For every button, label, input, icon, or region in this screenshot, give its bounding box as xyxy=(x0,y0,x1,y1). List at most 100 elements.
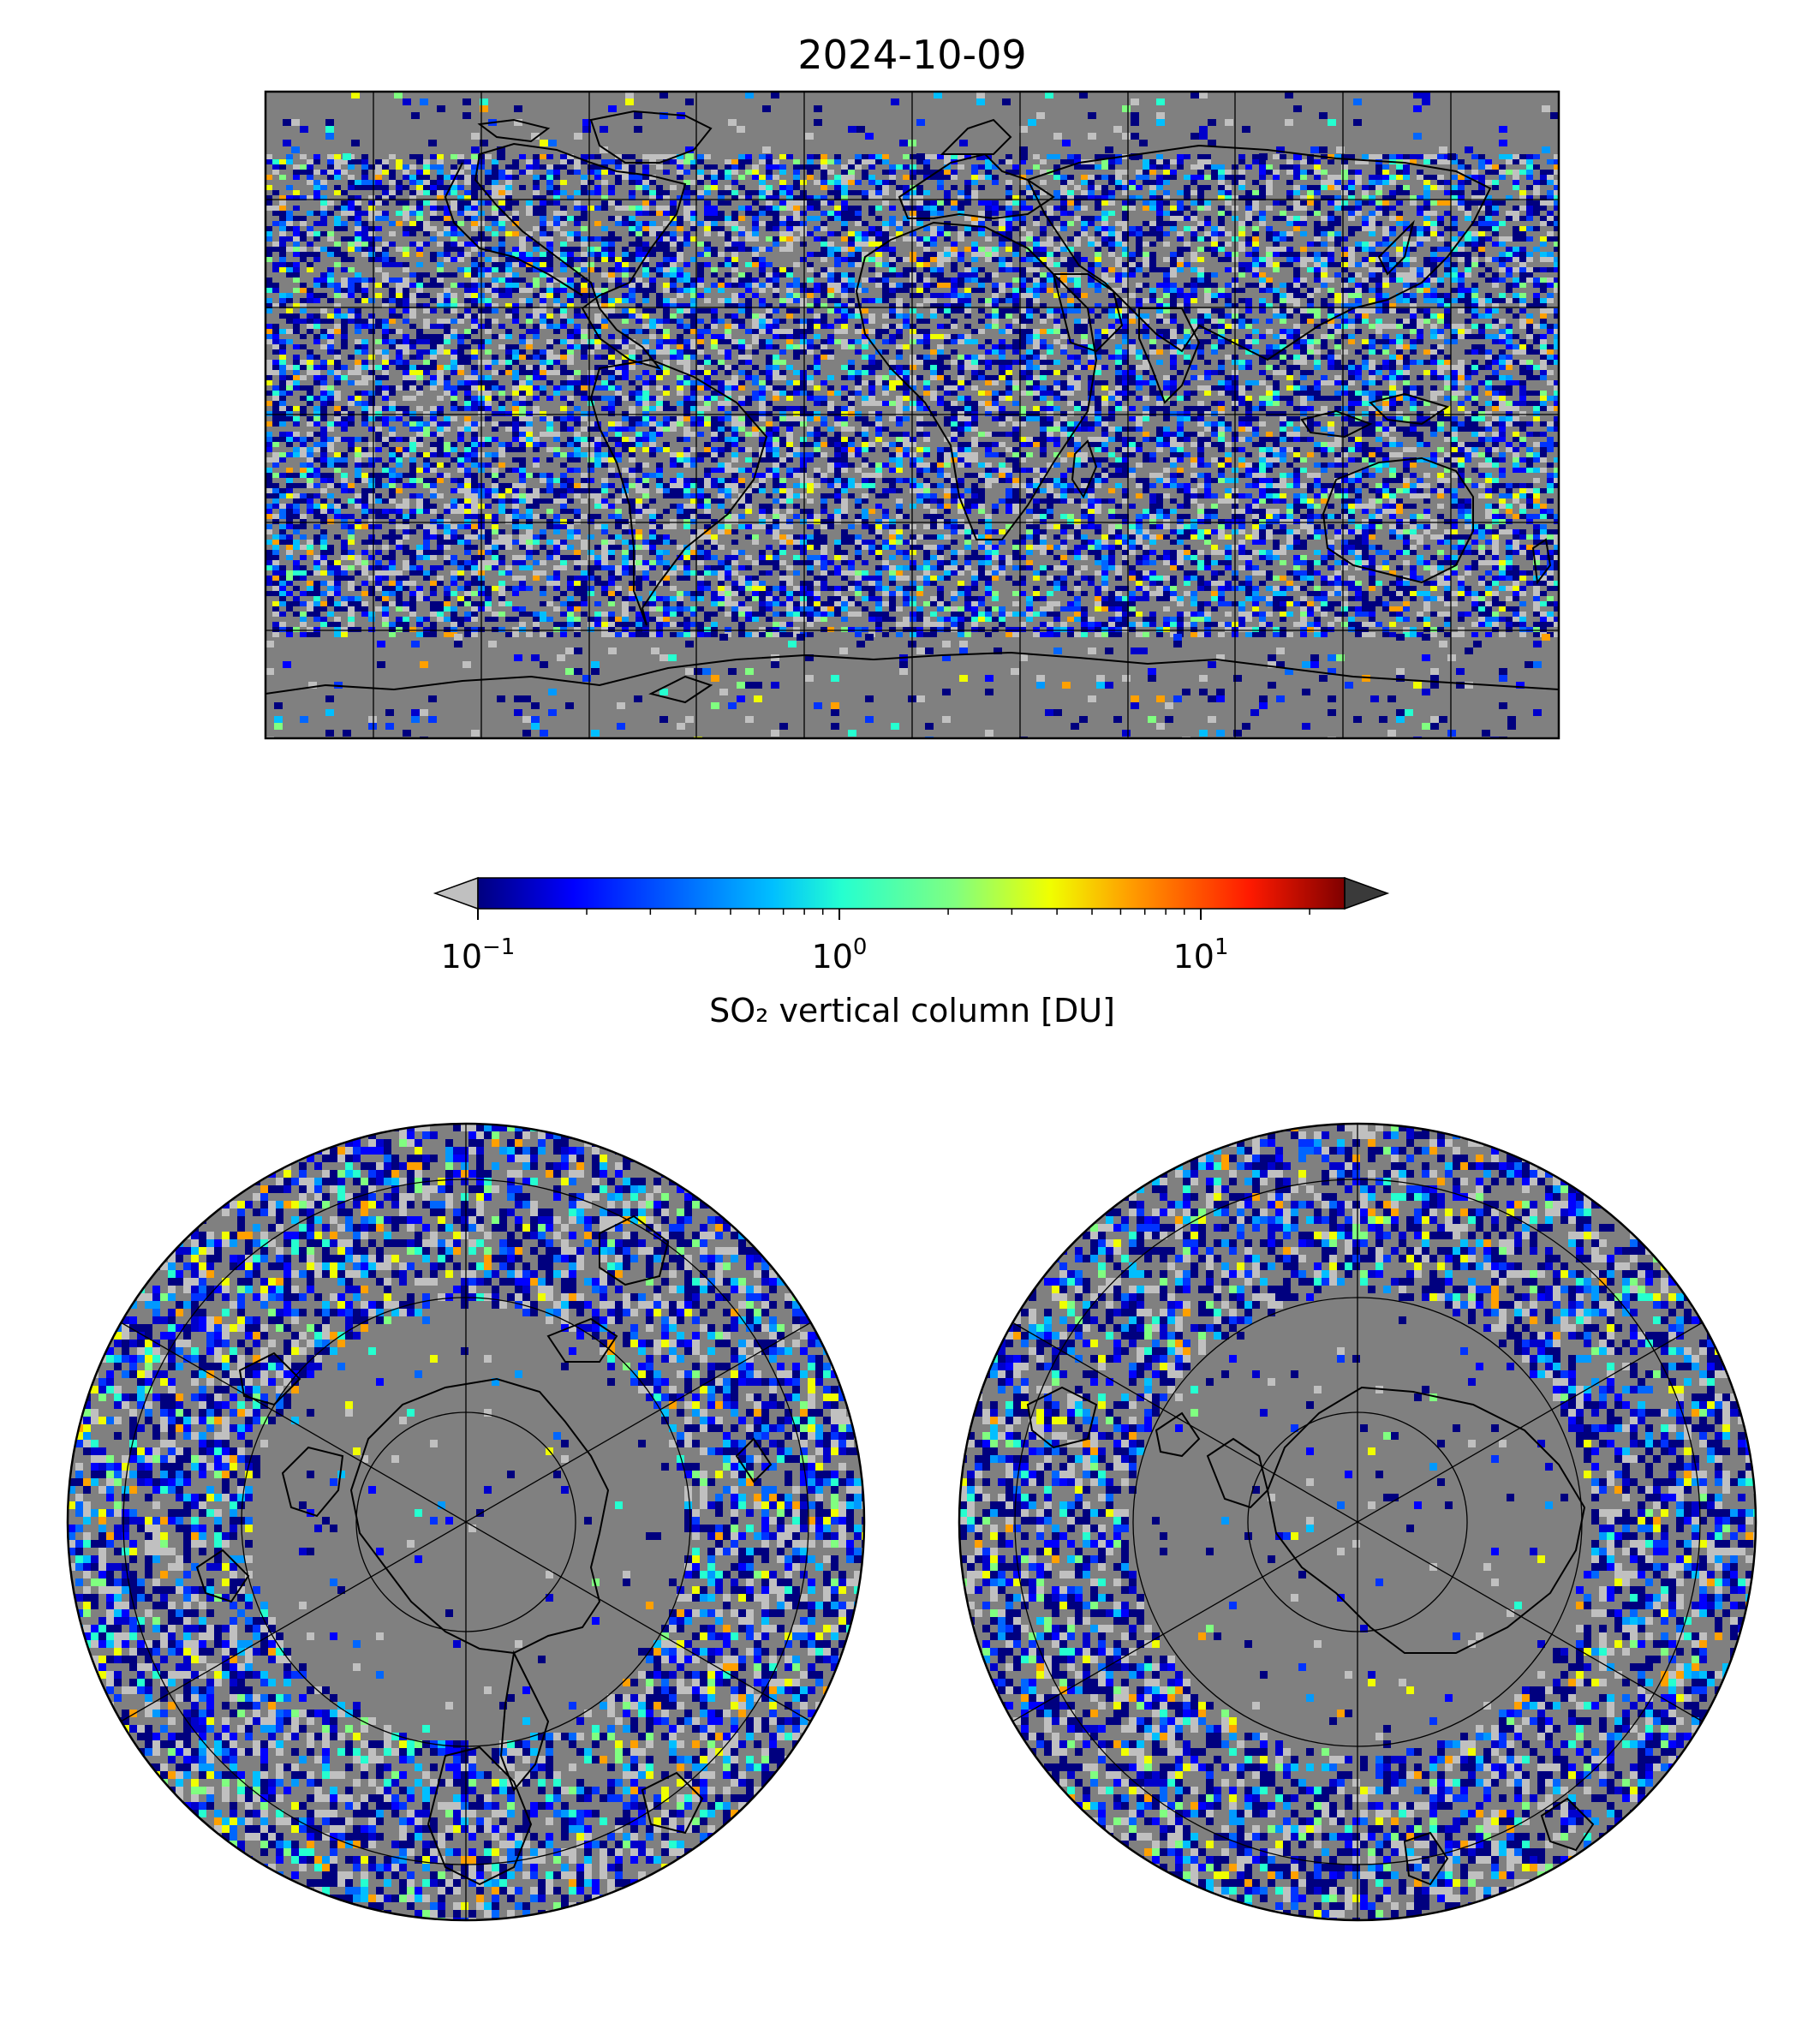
so2-pixel xyxy=(492,211,498,216)
so2-pixel xyxy=(683,262,690,267)
so2-pixel xyxy=(814,180,820,185)
so2-pixel xyxy=(1095,262,1101,267)
so2-pixel xyxy=(820,200,827,206)
so2-pixel xyxy=(327,170,334,175)
so2-pixel xyxy=(999,298,1005,303)
so2-pixel xyxy=(1218,185,1225,190)
so2-pixel xyxy=(827,355,834,360)
so2-pixel xyxy=(1177,324,1184,329)
so2-pixel xyxy=(1341,170,1348,175)
so2-pixel xyxy=(1430,252,1437,257)
so2-pixel xyxy=(711,185,718,190)
so2-pixel xyxy=(574,334,581,339)
so2-pixel xyxy=(533,375,540,380)
so2-pixel xyxy=(567,370,574,375)
so2-pixel xyxy=(540,175,546,180)
so2-pixel xyxy=(1184,293,1190,298)
so2-pixel xyxy=(1211,226,1218,231)
so2-pixel xyxy=(505,303,512,308)
so2-pixel xyxy=(718,288,725,293)
so2-pixel xyxy=(868,360,875,365)
so2-pixel xyxy=(1341,247,1348,252)
so2-pixel xyxy=(1403,252,1410,257)
so2-pixel xyxy=(964,277,971,283)
so2-pixel xyxy=(677,293,683,298)
so2-pixel xyxy=(505,277,512,283)
so2-pixel xyxy=(581,339,588,344)
so2-pixel xyxy=(1177,329,1184,334)
so2-pixel xyxy=(629,267,636,272)
so2-pixel xyxy=(800,370,807,375)
so2-pixel xyxy=(1417,242,1423,247)
so2-pixel xyxy=(951,226,958,231)
so2-pixel xyxy=(560,231,567,236)
so2-pixel xyxy=(1403,324,1410,329)
so2-pixel xyxy=(738,283,745,288)
so2-pixel xyxy=(279,211,286,216)
so2-pixel xyxy=(1513,293,1519,298)
so2-pixel xyxy=(1499,200,1506,206)
so2-pixel xyxy=(944,365,951,370)
so2-pixel xyxy=(937,360,944,365)
so2-pixel xyxy=(1184,308,1190,313)
so2-pixel xyxy=(820,324,827,329)
so2-pixel xyxy=(718,226,725,231)
so2-pixel xyxy=(519,247,526,252)
so2-pixel xyxy=(505,170,512,175)
so2-pixel xyxy=(1101,231,1108,236)
so2-pixel xyxy=(903,206,910,211)
so2-pixel xyxy=(1095,365,1101,370)
so2-pixel xyxy=(272,370,279,375)
so2-pixel xyxy=(807,319,814,324)
so2-pixel xyxy=(841,175,848,180)
so2-pixel xyxy=(1266,185,1273,190)
so2-pixel xyxy=(313,313,320,319)
so2-pixel xyxy=(937,355,944,360)
so2-pixel xyxy=(807,262,814,267)
so2-pixel xyxy=(1081,339,1088,344)
so2-pixel xyxy=(1115,242,1122,247)
so2-pixel xyxy=(923,175,930,180)
so2-pixel xyxy=(1081,195,1088,200)
so2-pixel xyxy=(759,272,766,277)
so2-pixel xyxy=(1444,226,1451,231)
so2-pixel xyxy=(485,288,492,293)
so2-pixel xyxy=(766,329,773,334)
so2-pixel xyxy=(622,360,629,365)
so2-pixel xyxy=(1088,267,1095,272)
so2-pixel xyxy=(1554,283,1559,288)
so2-pixel xyxy=(396,339,403,344)
so2-pixel xyxy=(1245,365,1252,370)
so2-pixel xyxy=(992,324,999,329)
so2-pixel xyxy=(1019,272,1026,277)
so2-pixel xyxy=(320,308,327,313)
so2-pixel xyxy=(1211,242,1218,247)
so2-pixel xyxy=(293,329,300,334)
so2-pixel xyxy=(334,349,341,355)
so2-pixel xyxy=(1430,231,1437,236)
so2-pixel xyxy=(1396,319,1403,324)
so2-pixel xyxy=(718,360,725,365)
so2-pixel xyxy=(951,324,958,329)
so2-pixel xyxy=(341,257,348,262)
so2-pixel xyxy=(1286,365,1293,370)
so2-pixel xyxy=(1115,262,1122,267)
so2-pixel xyxy=(1375,242,1382,247)
so2-pixel xyxy=(1417,206,1423,211)
so2-pixel xyxy=(1266,206,1273,211)
so2-pixel xyxy=(841,303,848,308)
so2-pixel xyxy=(985,365,992,370)
so2-pixel xyxy=(1293,360,1300,365)
so2-pixel xyxy=(745,298,752,303)
so2-pixel xyxy=(1540,298,1547,303)
so2-pixel xyxy=(1423,370,1430,375)
so2-pixel xyxy=(368,226,375,231)
so2-pixel xyxy=(642,308,649,313)
so2-pixel xyxy=(896,370,903,375)
so2-pixel xyxy=(793,370,800,375)
so2-pixel xyxy=(1122,349,1129,355)
so2-pixel xyxy=(307,293,313,298)
so2-pixel xyxy=(1417,360,1423,365)
so2-pixel xyxy=(1067,257,1074,262)
so2-pixel xyxy=(992,308,999,313)
